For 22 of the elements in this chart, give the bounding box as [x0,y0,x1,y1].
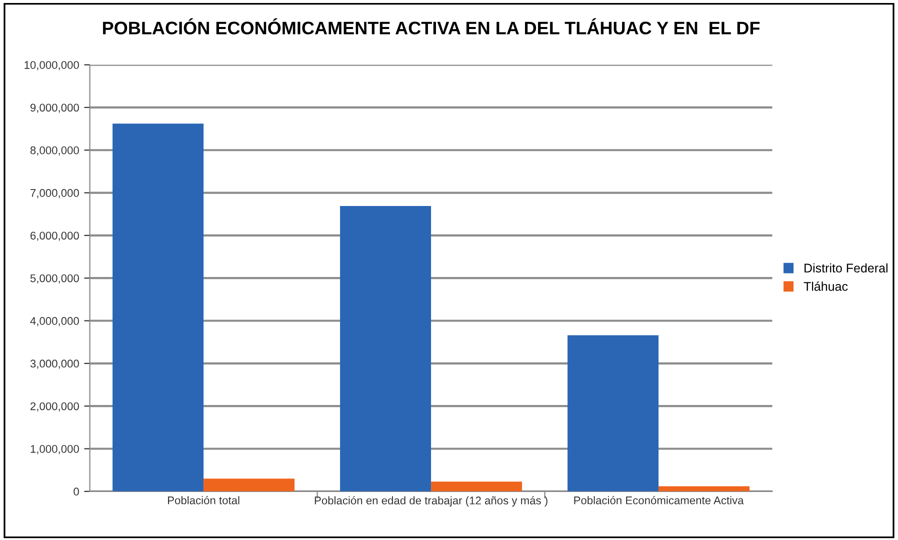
legend-label: Distrito Federal [804,263,888,273]
y-tick-label: 5,000,000 [30,274,79,284]
bar [112,124,204,492]
bar [204,478,295,492]
y-tick-label: 1,000,000 [30,445,79,454]
x-tick-label: Población total [168,496,240,504]
chart-title: POBLACIÓN ECONÓMICAMENTE ACTIVA EN LA DEL TLÁHUAC Y EN EL DF [103,18,760,34]
y-tick-label: 9,000,000 [30,104,79,113]
x-tick-label: Población en edad de trabajar (12 años y más ) [314,496,548,507]
legend-label: Tláhuac [804,282,848,291]
y-tick-label: 8,000,000 [30,146,79,156]
y-tick-label: 3,000,000 [30,360,79,369]
x-tick-label: Población Económicamente Activa [574,496,744,504]
bar [568,335,659,492]
bar [340,206,432,492]
y-tick-label: 2,000,000 [30,402,79,412]
y-tick-label: 6,000,000 [30,232,79,241]
bar [431,482,522,492]
y-tick-label: 10,000,000 [24,61,79,70]
y-tick-label: 7,000,000 [30,189,79,198]
y-tick-label: 0 [74,488,79,496]
y-tick-label: 4,000,000 [30,317,79,326]
